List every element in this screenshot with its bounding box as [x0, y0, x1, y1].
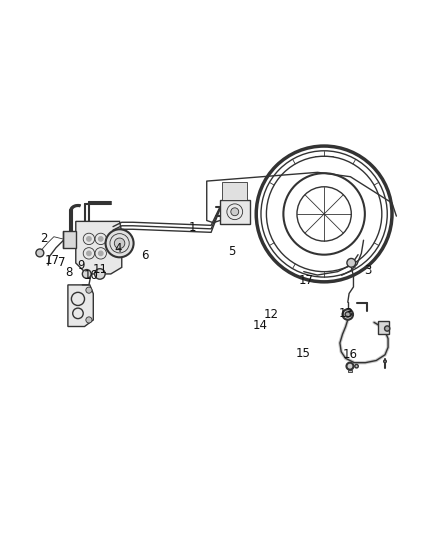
Text: 9: 9 [77, 259, 85, 272]
Circle shape [231, 208, 239, 216]
Circle shape [345, 312, 350, 317]
Text: 17: 17 [44, 254, 59, 268]
Text: 3: 3 [364, 264, 371, 277]
Circle shape [86, 317, 92, 323]
Circle shape [36, 249, 44, 257]
Text: 6: 6 [141, 249, 148, 262]
Circle shape [355, 365, 358, 368]
Text: 11: 11 [92, 263, 107, 276]
Circle shape [82, 270, 91, 278]
Bar [63, 231, 76, 248]
Text: 14: 14 [252, 319, 267, 332]
Polygon shape [68, 285, 93, 327]
Circle shape [99, 237, 103, 241]
Circle shape [384, 360, 386, 362]
Text: 16: 16 [343, 349, 358, 361]
Circle shape [114, 238, 125, 248]
Text: 15: 15 [296, 347, 311, 360]
Text: 8: 8 [66, 265, 73, 279]
Text: 17: 17 [299, 274, 314, 287]
Circle shape [343, 309, 353, 320]
Circle shape [385, 326, 390, 331]
Text: 4: 4 [114, 243, 122, 255]
Text: 10: 10 [84, 269, 99, 282]
Text: 7: 7 [57, 256, 65, 269]
Circle shape [106, 229, 134, 257]
Circle shape [86, 287, 92, 293]
Bar [222, 182, 247, 200]
Circle shape [346, 362, 353, 370]
Circle shape [347, 259, 356, 267]
Circle shape [99, 251, 103, 255]
Circle shape [87, 237, 91, 241]
Circle shape [95, 269, 105, 279]
Text: 1: 1 [189, 221, 197, 233]
Text: 13: 13 [339, 307, 353, 320]
Text: 5: 5 [229, 245, 236, 257]
Polygon shape [76, 221, 122, 274]
Text: 2: 2 [40, 231, 48, 245]
Bar [220, 200, 250, 224]
Bar [378, 321, 389, 334]
Circle shape [87, 251, 91, 255]
Text: 12: 12 [263, 308, 278, 321]
Bar [348, 370, 352, 373]
